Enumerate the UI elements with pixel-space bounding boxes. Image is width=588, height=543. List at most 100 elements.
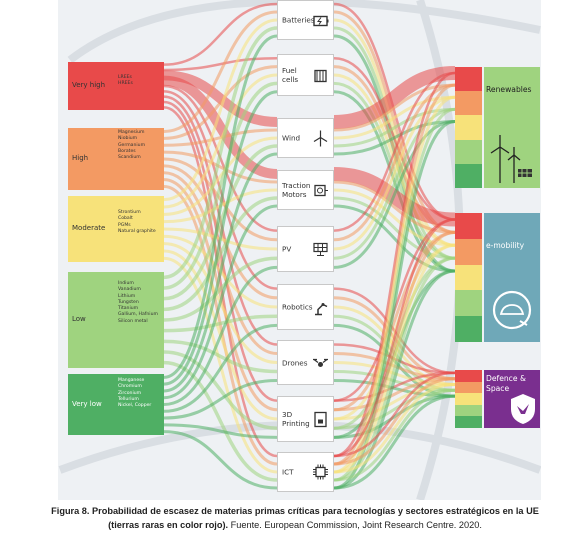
flow-technology-to-sector (333, 383, 456, 421)
flow-technology-to-sector (333, 379, 456, 398)
flow-technology-to-sector (333, 26, 456, 260)
technology-label: PV (282, 244, 292, 254)
flow-risk-to-technology (163, 152, 278, 393)
material-name: Niobium (118, 136, 138, 142)
solar-panel-icon (312, 241, 329, 258)
material-name: LREEs (118, 75, 132, 80)
risk-strip-segment (455, 416, 482, 428)
material-name: Scandium (118, 155, 141, 161)
flow-risk-to-technology (163, 10, 278, 133)
material-name: Magnesium (118, 130, 145, 135)
flow-risk-to-technology (163, 256, 278, 474)
sector-label: e-mobility (486, 241, 525, 250)
flow-risk-to-technology (163, 171, 278, 355)
flow-technology-to-sector (333, 66, 456, 129)
sector-2: e-mobility (484, 213, 540, 342)
material-name: Strontium (118, 210, 141, 215)
flow-technology-to-sector (333, 383, 456, 474)
material-name: HREEs (118, 81, 133, 87)
technology-2: Fuel cells (277, 54, 334, 96)
flow-technology-to-sector (333, 18, 456, 247)
technology-7: Drones (277, 340, 334, 385)
wind-turbine-icon (312, 130, 329, 147)
technology-label: ICT (282, 467, 294, 477)
flow-risk-to-technology (163, 136, 278, 216)
flow-risk-to-technology (163, 34, 278, 379)
technology-4: Traction Motors (277, 170, 334, 210)
flow-risk-to-technology (163, 73, 278, 209)
material-name: Chromium (118, 384, 142, 390)
risk-level-materials: Magnesium Niobium Germanium Borates Scandium (118, 130, 145, 161)
risk-strip-segment (455, 316, 482, 342)
robot-arm-icon (312, 299, 329, 316)
risk-strip-segment (455, 290, 482, 317)
risk-level-label: Moderate (72, 224, 106, 232)
sector-3: Defence & Space (484, 370, 540, 428)
risk-level-materials: Indium Vanadium Lithium Tungsten Titanium Gal… (118, 281, 158, 325)
flow-technology-to-sector (333, 394, 456, 439)
renewables-icon (488, 125, 534, 190)
risk-strip-segment (455, 115, 482, 140)
flow-risk-to-technology (163, 323, 278, 413)
flow-risk-to-technology (163, 150, 278, 184)
risk-level-3: Moderate Strontium Cobalt PGMs Natural graph… (68, 196, 164, 262)
ev-charging-icon (489, 287, 535, 338)
flow-risk-to-technology (163, 90, 278, 386)
material-name: Germanium (118, 142, 146, 148)
flow-technology-to-sector (333, 2, 456, 221)
technology-label: Traction Motors (282, 181, 311, 199)
flow-risk-to-technology (163, 70, 278, 127)
flow-technology-to-sector (333, 377, 456, 412)
technology-label: Batteries (282, 15, 315, 25)
technology-label: Drones (282, 358, 308, 367)
printer-3d-icon (312, 411, 329, 428)
risk-strip-segment (455, 393, 482, 405)
flow-technology-to-sector (333, 377, 456, 466)
risk-strip-segment (455, 139, 482, 164)
material-name: PGMs (118, 222, 131, 228)
flow-technology-to-sector (333, 394, 456, 490)
technology-3: Wind (277, 118, 334, 158)
drone-icon (312, 354, 329, 371)
technology-label: Fuel cells (282, 66, 299, 84)
material-name: Titanium (118, 306, 139, 312)
risk-strip-segment (455, 404, 482, 417)
flow-risk-to-technology (163, 350, 278, 430)
flow-risk-to-technology (163, 314, 278, 333)
material-name: Tellurium (118, 396, 139, 402)
flow-technology-to-sector (333, 371, 456, 402)
chip-icon (312, 464, 329, 481)
technology-5: PV (277, 226, 334, 272)
risk-level-label: Very low (72, 399, 102, 408)
technology-8: 3D Printing (277, 396, 334, 442)
flow-risk-to-technology (163, 2, 278, 66)
material-name: Indium (118, 281, 134, 286)
caption-source: Fuente. European Commission, Joint Resea… (228, 520, 482, 530)
sector-risk-strip (455, 370, 482, 428)
flow-risk-to-technology (163, 81, 278, 290)
risk-strip-segment (455, 238, 482, 265)
risk-level-4: Low Indium Vanadium Lithium Tungsten Titanium… (68, 272, 164, 368)
risk-level-1: Very high LREEs HREEs (68, 62, 164, 110)
flow-technology-to-sector (333, 243, 456, 421)
risk-strip-segment (455, 91, 482, 116)
material-name: Lithium (118, 293, 136, 299)
risk-level-5: Very low Manganese Chromium Zirconium Tellur… (68, 374, 164, 435)
flow-risk-to-technology (163, 18, 278, 202)
flow-technology-to-sector (333, 71, 456, 458)
risk-level-materials: Strontium Cobalt PGMs Natural graphite (118, 210, 156, 235)
risk-level-label: Low (72, 315, 86, 323)
material-name: Gallium, Hafnium (118, 312, 158, 318)
technology-6: Robotics (277, 284, 334, 330)
sector-label: Renewables (486, 85, 532, 94)
flow-risk-to-technology (163, 144, 278, 301)
fuel-cell-icon (312, 67, 329, 84)
flow-risk-to-technology (163, 204, 278, 400)
background-arc (67, 0, 541, 64)
material-name: Cobalt (118, 216, 133, 222)
flow-risk-to-technology (163, 256, 278, 322)
material-name: Vanadium (118, 287, 141, 293)
flow-risk-to-technology (163, 75, 278, 179)
risk-level-materials: Manganese Chromium Zirconium Tellurium Nicke… (118, 378, 151, 409)
risk-strip-segment (455, 370, 482, 382)
